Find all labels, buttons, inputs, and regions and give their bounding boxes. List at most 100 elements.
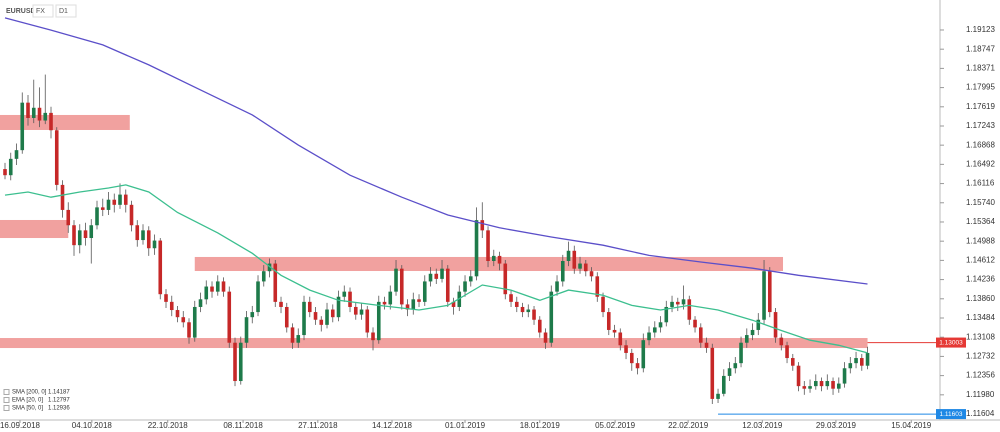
y-tick-label: 1.13108 (966, 332, 995, 341)
candle-body (238, 342, 243, 382)
candle-body (100, 207, 105, 210)
candle-body (491, 255, 496, 261)
candle-body (664, 306, 669, 323)
candle-body (135, 225, 140, 241)
candle-body (612, 329, 617, 333)
candle-body (411, 299, 416, 310)
candle-body (440, 268, 444, 279)
y-tick-label: 1.14612 (966, 255, 995, 264)
candle-body (733, 363, 738, 369)
candle-body (250, 312, 255, 318)
candle-body (802, 386, 807, 389)
candle-body (687, 299, 692, 320)
candle-body (152, 240, 157, 249)
y-tick-label: 1.15364 (966, 217, 995, 226)
price-tag (936, 337, 966, 348)
candle-body (175, 310, 180, 318)
candle-body (744, 335, 749, 343)
candle-body (428, 273, 433, 282)
candle-body (848, 363, 853, 369)
candle-body (279, 301, 283, 307)
candle-body (670, 301, 674, 307)
candle-body (819, 381, 824, 387)
candle-body (497, 255, 502, 264)
candle-body (796, 365, 801, 387)
y-tick-label: 1.13860 (966, 294, 995, 303)
candle-body (486, 230, 490, 261)
x-tick-label: 29.03.2019 (816, 421, 857, 430)
market-select[interactable] (32, 4, 54, 18)
candle-body (716, 393, 720, 399)
candle-body (382, 301, 387, 305)
symbol: EURUSD (6, 8, 36, 15)
candle-body (106, 199, 111, 210)
candle-body (394, 268, 398, 292)
legend-name: SMA [50, 0] (12, 406, 43, 412)
y-tick-label: 1.12732 (966, 352, 995, 361)
x-tick-label: 05.02.2019 (595, 421, 636, 430)
y-tick-label: 1.14988 (966, 236, 995, 245)
candle-body (31, 107, 36, 118)
candle-body (578, 263, 582, 269)
y-tick-label: 1.11980 (966, 390, 995, 399)
y-tick-label: 1.18747 (966, 44, 995, 53)
candle-body (89, 225, 94, 239)
candle-body (210, 286, 214, 292)
x-tick-label: 12.03.2019 (742, 421, 783, 430)
candle-body (704, 342, 709, 348)
candle-body (376, 301, 381, 341)
candle-body (555, 281, 559, 292)
candle-body (256, 281, 260, 313)
candle-body (319, 319, 324, 325)
candle-body (348, 291, 352, 307)
candle-body (520, 306, 525, 313)
candle-body (371, 332, 375, 341)
x-tick-label: 22.02.2019 (668, 421, 709, 430)
legend-icon (3, 389, 10, 395)
candle-body (330, 309, 335, 318)
zone (0, 338, 868, 349)
legend-value: 1.12936 (48, 406, 70, 412)
candle-body (112, 199, 117, 205)
candle-body (543, 332, 548, 343)
candle-body (836, 383, 841, 389)
candle-body (227, 291, 232, 343)
candle-body (532, 309, 536, 320)
candle-body (509, 294, 513, 302)
candle-body (767, 271, 772, 313)
candle-body (641, 340, 646, 369)
candle-body (118, 194, 122, 205)
candle-body (290, 327, 295, 343)
zone (0, 219, 69, 239)
candle-body (762, 271, 766, 320)
legend-icon (3, 405, 10, 411)
candle-body (129, 204, 134, 226)
candle-body (72, 225, 76, 246)
candle-body (66, 209, 71, 226)
candle-body (233, 342, 237, 382)
timeframe-select[interactable] (55, 4, 77, 18)
candle-body (624, 345, 628, 353)
candle-body (572, 250, 577, 269)
candle-body (681, 299, 686, 305)
candle-body (307, 301, 312, 313)
candle-body (3, 169, 7, 176)
candle-body (514, 301, 519, 307)
candle-body (60, 184, 65, 210)
candle-body (342, 291, 347, 297)
candle-body (589, 271, 594, 277)
x-tick-label: 16.09.2018 (0, 421, 41, 430)
candle-body (204, 286, 209, 300)
y-tick-label: 1.17619 (966, 102, 995, 111)
y-tick-label: 1.12356 (966, 371, 995, 380)
y-tick-label: 1.11604 (966, 409, 995, 418)
candle-body (95, 207, 99, 226)
candle-body (463, 281, 467, 292)
y-tick-label: 1.19123 (966, 25, 995, 34)
candle-body (647, 332, 651, 341)
candle-body (773, 312, 778, 338)
candle-body (618, 332, 623, 346)
candle-body (284, 306, 289, 328)
candle-body (141, 230, 145, 241)
candle-body (187, 322, 191, 338)
